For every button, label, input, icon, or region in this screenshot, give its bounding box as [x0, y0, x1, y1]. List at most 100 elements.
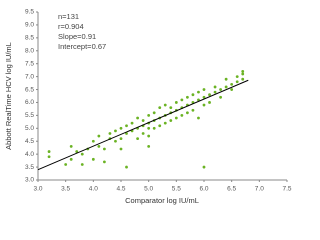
- y-tick-label: 4.5: [25, 138, 34, 145]
- point: [235, 80, 239, 84]
- point: [91, 139, 95, 143]
- point: [47, 155, 51, 159]
- y-tick-label: 8.0: [25, 47, 34, 54]
- y-tick-label: 9.0: [25, 22, 34, 29]
- point: [91, 157, 95, 161]
- x-tick-label: 4.5: [116, 186, 125, 193]
- point: [69, 157, 73, 161]
- point: [119, 137, 123, 141]
- point: [241, 72, 245, 76]
- point: [141, 119, 145, 122]
- y-tick-label: 7.0: [25, 73, 34, 80]
- point: [208, 93, 211, 97]
- x-axis-title: Comparator log IU/mL: [125, 196, 199, 205]
- y-tick-label: 5.0: [25, 125, 34, 132]
- point: [191, 108, 195, 112]
- y-tick-label: 6.5: [25, 86, 34, 93]
- y-tick-label: 5.5: [25, 112, 34, 119]
- point: [191, 93, 195, 97]
- point: [180, 113, 184, 117]
- point: [197, 116, 200, 120]
- point: [213, 90, 217, 94]
- point: [219, 88, 223, 91]
- point: [208, 101, 211, 104]
- y-tick-label: 7.5: [25, 60, 34, 67]
- y-axis-title: Abbott RealTime HCV log IU/mL: [4, 42, 13, 150]
- point: [130, 121, 134, 125]
- point: [152, 111, 156, 115]
- x-tick-label: 6.5: [227, 186, 236, 193]
- point: [224, 77, 228, 81]
- y-tick-label: 6.0: [25, 99, 34, 106]
- point: [186, 111, 189, 115]
- x-tick-label: 3.0: [33, 186, 42, 193]
- point: [174, 116, 178, 120]
- point: [202, 165, 206, 169]
- point: [97, 145, 101, 148]
- point: [186, 95, 189, 99]
- point: [230, 88, 234, 91]
- x-tick-label: 3.5: [61, 186, 70, 193]
- point: [180, 98, 184, 102]
- point: [103, 147, 106, 151]
- point: [147, 113, 151, 117]
- point: [69, 145, 73, 148]
- y-tick-label: 3.0: [25, 177, 34, 184]
- point: [125, 165, 128, 169]
- point: [158, 124, 162, 128]
- point: [169, 119, 173, 122]
- point: [114, 129, 117, 133]
- x-tick-label: 6.0: [199, 186, 208, 193]
- point: [163, 121, 167, 125]
- point: [147, 134, 151, 138]
- point: [125, 124, 128, 128]
- point: [169, 106, 173, 110]
- annotation: r=0.904: [58, 22, 84, 31]
- point: [136, 116, 140, 120]
- point: [147, 126, 151, 130]
- point: [75, 150, 79, 153]
- x-tick-label: 5.5: [172, 186, 181, 193]
- point: [213, 85, 217, 89]
- point: [224, 85, 228, 89]
- annotation: Intercept=0.67: [58, 42, 106, 51]
- point: [202, 95, 206, 99]
- point: [197, 90, 200, 94]
- y-tick-label: 9.5: [25, 9, 34, 16]
- point: [47, 150, 51, 153]
- point: [64, 163, 68, 166]
- trend-line: [37, 79, 249, 171]
- point: [163, 103, 167, 107]
- point: [219, 95, 223, 99]
- y-tick-label: 8.5: [25, 35, 34, 42]
- point: [108, 132, 112, 135]
- x-tick-label: 7.0: [255, 186, 264, 193]
- x-tick-label: 7.5: [282, 186, 291, 193]
- point: [114, 139, 117, 143]
- chart: Comparator log IU/mL Abbott RealTime HCV…: [4, 9, 292, 205]
- point: [202, 103, 206, 107]
- y-tick-label: 3.5: [25, 164, 34, 171]
- point: [136, 137, 140, 141]
- annotation: Slope=0.91: [58, 32, 96, 41]
- point: [119, 126, 123, 130]
- point: [97, 134, 101, 138]
- x-tick-label: 5.0: [144, 186, 153, 193]
- x-tick-label: 4.0: [89, 186, 98, 193]
- point: [152, 126, 156, 130]
- point: [202, 88, 206, 91]
- point: [235, 75, 239, 79]
- point: [80, 163, 84, 166]
- point: [158, 106, 162, 110]
- point: [174, 101, 178, 104]
- point: [119, 147, 123, 151]
- annotation: n=131: [58, 12, 79, 21]
- y-tick-label: 4.0: [25, 151, 34, 158]
- point: [141, 132, 145, 135]
- point: [230, 82, 234, 86]
- point: [147, 145, 151, 148]
- point: [241, 77, 245, 81]
- point: [241, 70, 245, 73]
- point: [103, 160, 106, 164]
- point: [80, 152, 84, 156]
